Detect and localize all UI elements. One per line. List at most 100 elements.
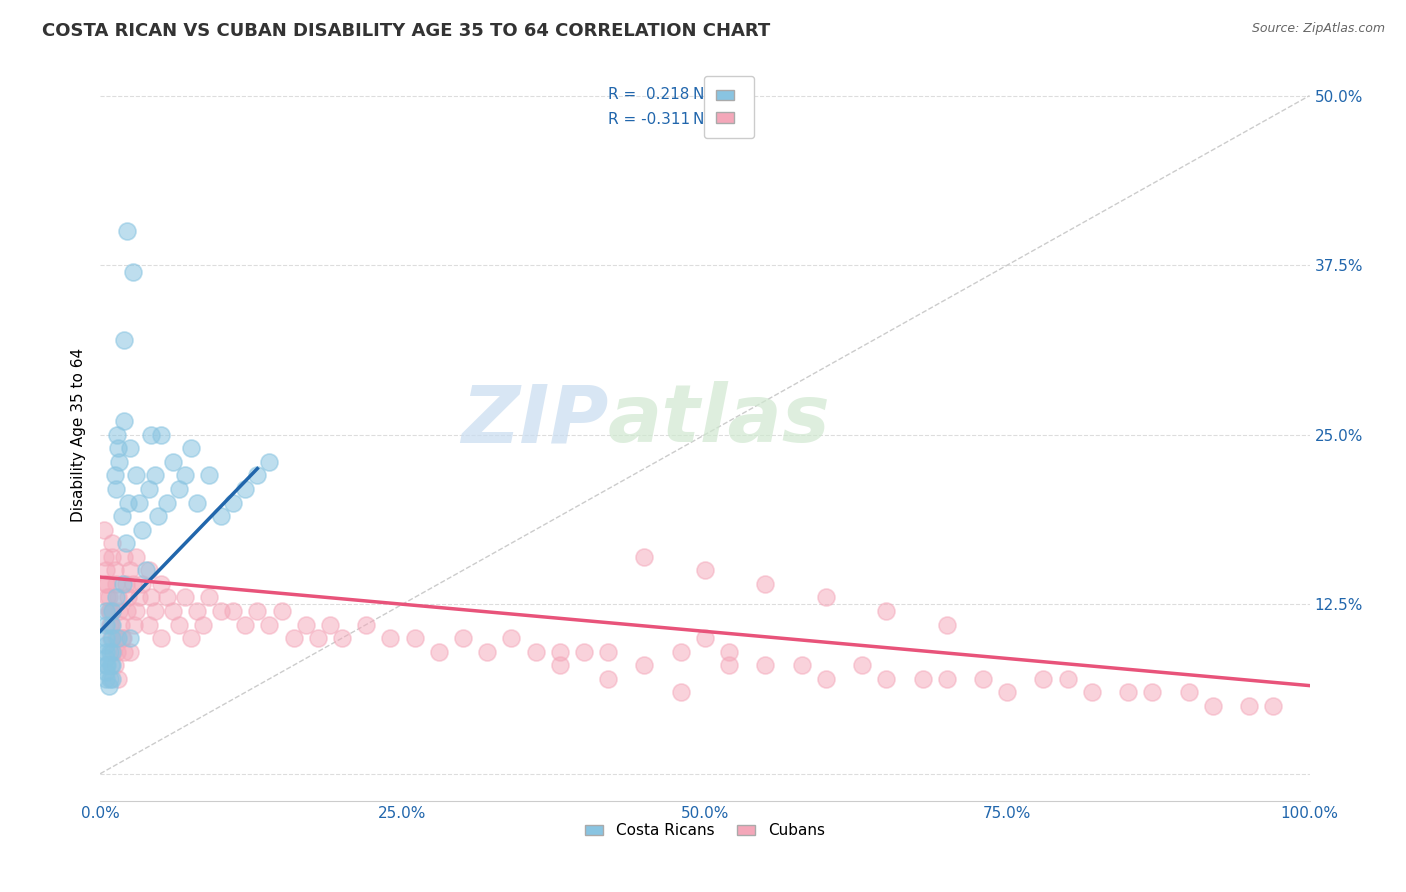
Point <box>103 645 125 659</box>
Point <box>294 617 316 632</box>
Point <box>935 672 957 686</box>
Point <box>117 591 139 605</box>
Text: atlas: atlas <box>607 381 831 459</box>
Point <box>283 631 305 645</box>
Point <box>97 604 120 618</box>
Point <box>718 658 741 673</box>
Point <box>112 631 135 645</box>
Point <box>96 658 118 673</box>
Text: N = 108: N = 108 <box>693 112 755 128</box>
Point <box>96 672 118 686</box>
Point <box>669 645 692 659</box>
Point <box>104 577 127 591</box>
Point <box>167 482 190 496</box>
Point <box>120 563 142 577</box>
Point <box>114 577 136 591</box>
Point <box>1116 685 1139 699</box>
Point <box>259 455 281 469</box>
Point <box>100 631 122 645</box>
Point <box>596 672 619 686</box>
Point <box>139 427 162 442</box>
Point <box>104 468 127 483</box>
Point <box>222 604 245 618</box>
Point <box>475 645 498 659</box>
Point <box>354 617 377 632</box>
Point <box>115 604 138 618</box>
Point <box>167 617 190 632</box>
Point <box>259 617 281 632</box>
Point <box>101 536 124 550</box>
Point <box>319 617 342 632</box>
Point <box>112 333 135 347</box>
Point <box>96 563 118 577</box>
Point <box>1202 698 1225 713</box>
Point <box>149 577 172 591</box>
Point <box>96 645 118 659</box>
Point <box>101 645 124 659</box>
Point <box>101 604 124 618</box>
Point <box>115 224 138 238</box>
Point <box>180 631 202 645</box>
Text: COSTA RICAN VS CUBAN DISABILITY AGE 35 TO 64 CORRELATION CHART: COSTA RICAN VS CUBAN DISABILITY AGE 35 T… <box>42 22 770 40</box>
Point <box>814 591 837 605</box>
Point <box>1056 672 1078 686</box>
Point <box>96 577 118 591</box>
Point <box>307 631 329 645</box>
Point <box>972 672 994 686</box>
Point <box>718 645 741 659</box>
Point <box>995 685 1018 699</box>
Point <box>222 495 245 509</box>
Point <box>501 631 523 645</box>
Point <box>754 658 776 673</box>
Point <box>111 509 134 524</box>
Point <box>149 427 172 442</box>
Y-axis label: Disability Age 35 to 64: Disability Age 35 to 64 <box>72 348 86 522</box>
Point <box>104 591 127 605</box>
Point <box>101 604 124 618</box>
Point <box>209 509 232 524</box>
Point <box>107 442 129 456</box>
Point <box>1081 685 1104 699</box>
Point <box>180 442 202 456</box>
Point <box>596 645 619 659</box>
Point <box>524 645 547 659</box>
Point <box>96 617 118 632</box>
Point <box>156 591 179 605</box>
Point <box>125 468 148 483</box>
Point <box>96 638 118 652</box>
Point <box>380 631 402 645</box>
Point <box>104 482 127 496</box>
Text: R = -0.311: R = -0.311 <box>607 112 690 128</box>
Point <box>107 672 129 686</box>
Point <box>427 645 450 659</box>
Point <box>548 645 571 659</box>
Point <box>138 563 160 577</box>
Point <box>911 672 934 686</box>
Point <box>120 645 142 659</box>
Point <box>451 631 474 645</box>
Point <box>107 591 129 605</box>
Point <box>104 658 127 673</box>
Point <box>173 468 195 483</box>
Point <box>633 549 655 564</box>
Point <box>110 617 132 632</box>
Point <box>125 604 148 618</box>
Point <box>851 658 873 673</box>
Point <box>1142 685 1164 699</box>
Point <box>135 563 157 577</box>
Point <box>198 468 221 483</box>
Point <box>198 591 221 605</box>
Point <box>112 549 135 564</box>
Point <box>96 577 118 591</box>
Point <box>101 549 124 564</box>
Point <box>246 604 269 618</box>
Point <box>112 645 135 659</box>
Point <box>143 604 166 618</box>
Point <box>94 549 117 564</box>
Point <box>121 577 143 591</box>
Point <box>1263 698 1285 713</box>
Point <box>96 591 118 605</box>
Point <box>117 495 139 509</box>
Point <box>98 617 121 632</box>
Point <box>112 577 135 591</box>
